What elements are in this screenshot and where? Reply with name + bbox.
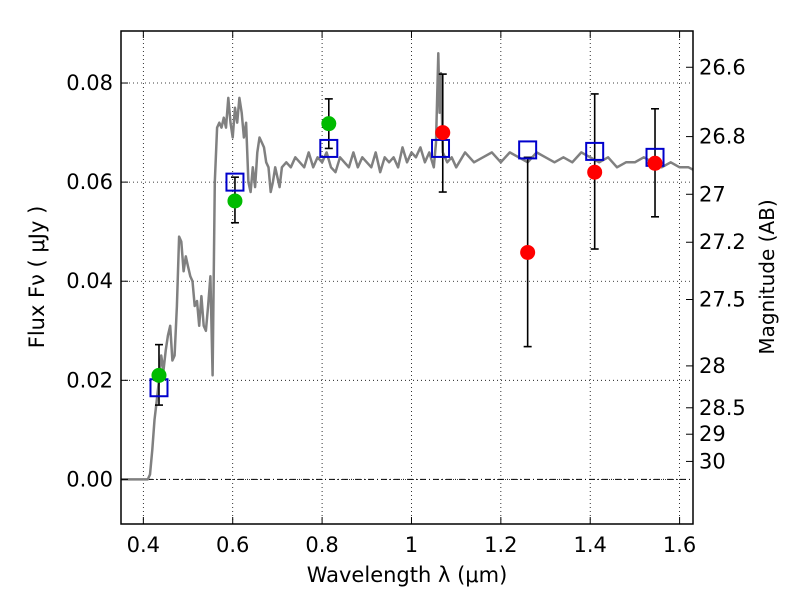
plot-frame <box>120 30 694 525</box>
red-point-2 <box>587 164 603 180</box>
y-tick-label-4: 0.08 <box>66 71 113 95</box>
magnitude-tick-label-8: 30 <box>699 449 726 473</box>
model-square-2 <box>319 138 339 158</box>
observed-points <box>151 116 663 383</box>
magnitude-tick-label-0: 26.6 <box>699 55 746 79</box>
y-tick-label-1: 0.02 <box>66 368 113 392</box>
x-tick-label-3: 1 <box>405 533 418 557</box>
green-point-1 <box>227 193 243 209</box>
magnitude-tick-label-2: 27 <box>699 182 726 206</box>
red-point-1 <box>520 244 536 260</box>
x-tick-label-6: 1.6 <box>663 533 696 557</box>
grid-lines <box>121 31 693 524</box>
magnitude-tick-label-4: 27.5 <box>699 287 746 311</box>
magnitude-tick-label-5: 28 <box>699 354 726 378</box>
plot-background <box>121 31 693 524</box>
model-square-3 <box>431 138 451 158</box>
x-tick-label-1: 0.6 <box>216 533 249 557</box>
x-axis-ticks: 0.4 0.6 0.8 1 1.2 1.4 1.6 <box>127 31 696 557</box>
y-tick-label-2: 0.04 <box>66 269 113 293</box>
green-point-2 <box>321 116 337 132</box>
red-point-0 <box>435 125 451 141</box>
x-tick-label-5: 1.4 <box>574 533 607 557</box>
model-spectrum-line <box>121 52 694 481</box>
x-axis-title: Wavelength λ (μm) <box>307 563 508 587</box>
y-axis-ticks: 0.00 0.02 0.04 0.06 0.08 <box>66 71 128 491</box>
model-square-1 <box>225 172 245 192</box>
model-spectrum-group <box>121 52 694 481</box>
y-tick-label-3: 0.06 <box>66 170 113 194</box>
red-point-3 <box>647 155 663 171</box>
magnitude-tick-label-3: 27.2 <box>699 230 746 254</box>
x-tick-label-0: 0.4 <box>127 533 160 557</box>
x-tick-label-4: 1.2 <box>484 533 517 557</box>
y-axis-title: Flux Fν ( μJy ) <box>25 206 49 349</box>
magnitude-axis-title: Magnitude (AB) <box>755 199 779 354</box>
green-point-0 <box>151 367 167 383</box>
magnitude-axis-ticks: 26.6 26.8 27 27.2 27.5 28 28.529 30 <box>686 55 746 473</box>
model-square-5 <box>585 141 605 161</box>
magnitude-tick-label-6: 28.5 <box>699 396 746 420</box>
y-tick-label-0: 0.00 <box>66 467 113 491</box>
model-square-4 <box>518 140 538 160</box>
magnitude-tick-label-1: 26.8 <box>699 125 746 149</box>
magnitude-tick-label-7: 29 <box>699 422 726 446</box>
x-tick-label-2: 0.8 <box>305 533 338 557</box>
